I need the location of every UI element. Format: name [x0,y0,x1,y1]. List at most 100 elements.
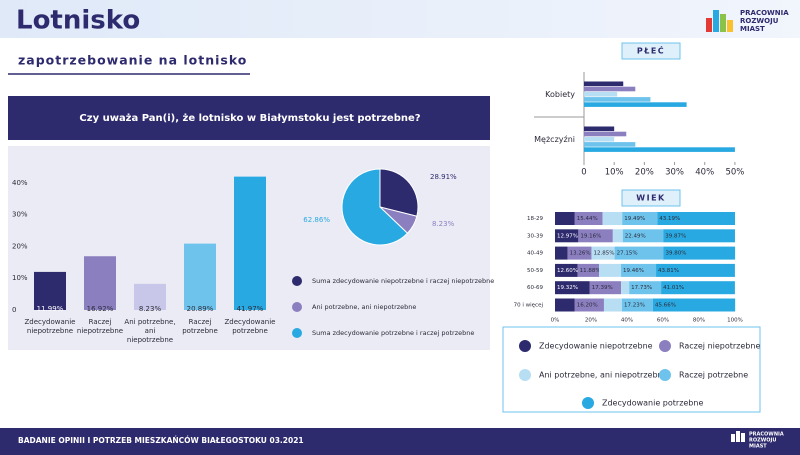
bar [584,147,735,152]
value-label: 17.23% [624,303,645,309]
bar-segment [555,298,575,312]
category-label: 18-29 [527,216,543,222]
bar [184,243,216,310]
logo-text: ROZWOJU [740,17,779,25]
value-label: 12.85% [593,251,614,257]
bar [584,97,651,102]
x-tick-label: 10% [605,168,624,178]
value-label: 12.60% [557,268,578,274]
x-tick-label: Raczej niepotrzebne [77,318,123,335]
bar-segment [602,212,623,225]
bar-segment [578,229,613,243]
bar-segment [555,246,568,260]
footer-text: BADANIE OPINII I POTRZEB MIESZKAŃCÓW BIA… [18,436,304,445]
bar-segment [622,229,664,243]
bar [134,283,166,310]
value-label: 12.97% [557,233,578,239]
bar-segment [657,212,736,225]
y-tick-label: 30% [12,211,28,219]
x-tick-label: Zdecydowanie niepotrzebne [25,318,76,335]
category-label: 30-39 [527,233,543,239]
value-label: 11.88% [580,268,601,274]
x-tick-label: 0 [581,168,586,178]
value-label: 22.49% [625,233,646,239]
logo-bar [706,18,712,32]
logo-bar [731,434,735,442]
legend-box [502,326,761,413]
legend-swatch [659,340,671,352]
legend-swatch [292,276,302,286]
value-label: 17.73% [631,285,652,291]
bar [234,176,266,310]
bar-segment [603,298,622,312]
bar-segment [591,246,615,260]
legend-label: Suma zdecydowanie potrzebne i raczej pot… [312,329,474,337]
x-tick-label: 80% [693,317,705,323]
logo-text: PRACOWNIA [749,432,784,438]
question-banner [8,96,490,140]
x-tick-label: 30% [665,168,684,178]
bar-segment [567,246,592,260]
bar [84,256,116,310]
legend-label: Raczej potrzebne [679,371,748,380]
value-label: 17.39% [592,285,613,291]
legend-swatch [519,369,531,381]
bar-segment [652,298,736,312]
y-tick-label: 40% [12,179,28,187]
bar-segment [663,246,736,260]
value-label: 11.99% [37,305,64,313]
footer-logo: PRACOWNIA ROZWOJU MIAST [731,431,784,450]
bar-segment [622,212,658,225]
logo-text: MIAST [740,25,765,33]
x-tick-label: 40% [695,168,714,178]
logo-text: PRACOWNIA [740,9,789,17]
x-tick-label: Ani potrzebne, ani niepotrzebne [124,318,175,344]
logo-bar [741,433,745,442]
bar [584,126,615,132]
value-label: 41.01% [663,285,684,291]
value-label: 27.15% [617,251,638,257]
logo: PRACOWNIA ROZWOJU MIAST [706,9,789,33]
x-tick-label: 0% [551,317,560,323]
legend-label: Ani potrzebne, ani niepotrzebne [539,371,668,380]
logo-text: ROZWOJU [749,438,776,444]
bar-segment [629,281,662,295]
value-label: 41.97% [237,305,264,313]
bar [584,86,636,92]
x-tick-label: Raczej potrzebne [182,318,218,335]
x-tick-label: 20% [585,317,597,323]
legend-swatch [292,328,302,338]
bar-segment [621,263,657,277]
logo-text: MIAST [749,444,767,450]
bar-segment [614,246,664,260]
y-tick-label: 0 [12,306,16,314]
value-label: 8.23% [432,220,455,228]
bar-segment [574,212,603,225]
logo-bar [736,431,740,442]
value-label: 16.92% [87,305,114,313]
category-label: Kobiety [545,90,575,99]
legend-label: Ani potrzebne, ani niepotrzebne [312,303,416,311]
bar [584,91,618,97]
legend-label: Zdecydowanie niepotrzebne [539,342,653,351]
section-title-box [621,42,681,60]
bar [584,142,636,147]
page-subtitle: zapotrzebowanie na lotnisko [18,53,247,68]
value-label: 16.20% [577,303,598,309]
value-label: 62.86% [303,216,330,224]
bar [584,81,624,87]
value-label: 8.23% [139,305,162,313]
value-label: 43.81% [658,268,679,274]
bar-segment [555,212,575,225]
x-tick-label: 50% [725,168,744,178]
legend-label: Zdecydowanie potrzebne [602,399,703,408]
bar-segment [555,229,579,243]
value-label: 45.66% [655,303,676,309]
bar-segment [574,298,604,312]
category-label: 60-69 [527,285,543,291]
bar-segment [621,298,653,312]
logo-bar [727,20,733,32]
category-label: 50-59 [527,268,543,274]
value-label: 39.80% [665,251,686,257]
x-tick-label: 40% [621,317,633,323]
